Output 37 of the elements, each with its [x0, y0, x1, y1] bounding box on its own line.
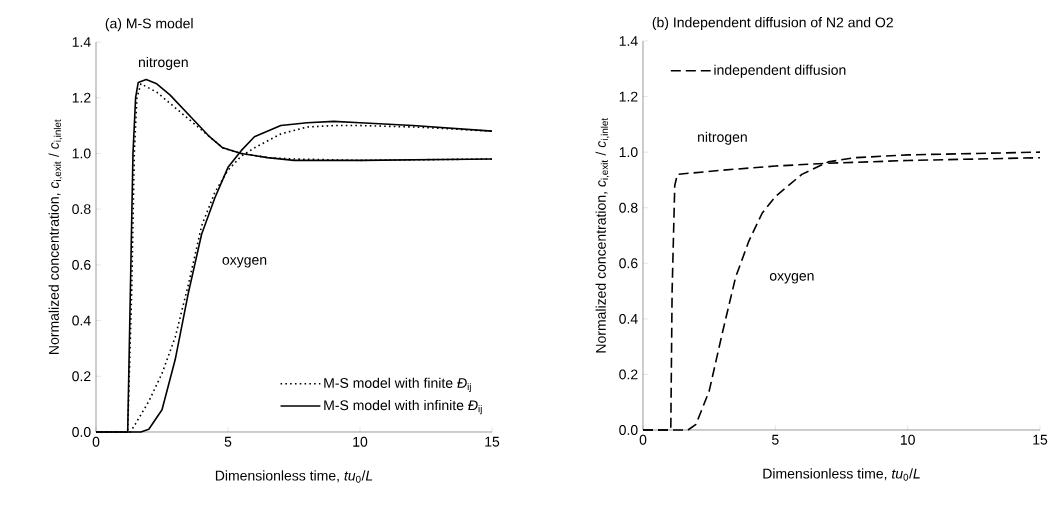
y-tick-label: 0.2 [619, 369, 638, 380]
y-tick-label: 0.2 [72, 371, 91, 382]
y-tick-label: 0.4 [619, 313, 638, 324]
y-tick-label: 1.0 [72, 148, 91, 159]
y-tick-label: 0.8 [72, 204, 91, 215]
x-tick-label: 15 [485, 436, 500, 447]
y-tick-label: 1.2 [619, 91, 638, 102]
legend-label: M-S model with finite Đ$_{ij}$ [324, 377, 471, 393]
annotation: nitrogen [138, 56, 188, 70]
x-tick-label: 5 [224, 436, 232, 447]
chart-title: (a) M-S model [105, 18, 193, 32]
y-tick-label: 1.4 [619, 36, 638, 46]
y-axis-title: Normalized concentration, c$_{i,exit}$ / c$_{i,inlet}$ [48, 119, 63, 354]
y-axis-title: Normalized concentration, c$_{i,exit}$ / c$_{i,inlet}$ [595, 117, 610, 353]
x-tick-label: 0 [639, 434, 647, 445]
y-tick-label: 0.8 [619, 202, 638, 213]
y-tick-label: 0.6 [619, 258, 638, 269]
legend-label: M-S model with infinite Đ$_{ij}$ [324, 399, 482, 415]
x-tick-label: 10 [900, 434, 915, 445]
legend-label: independent diffusion [714, 64, 846, 78]
x-tick-label: 5 [772, 434, 779, 445]
annotation: oxygen [769, 273, 814, 284]
y-tick-label: 1.2 [72, 92, 91, 103]
y-tick-label: 0.0 [619, 425, 638, 435]
x-axis-title: Dimensionless time, tu$_{0}$/L [763, 468, 920, 481]
y-tick-label: 0.4 [72, 315, 91, 326]
y-tick-label: 1.4 [72, 37, 91, 47]
x-tick-label: 10 [353, 436, 368, 447]
annotation: oxygen [222, 257, 267, 268]
x-tick-label: 15 [1033, 434, 1048, 445]
y-tick-label: 0.0 [72, 427, 91, 437]
y-tick-label: 1.0 [619, 147, 638, 158]
chart-title: (b) Independent diffusion of N2 and O2 [652, 17, 893, 31]
x-tick-label: 0 [92, 436, 100, 447]
annotation: nitrogen [698, 131, 747, 145]
x-axis-title: Dimensionless time, tu$_{0}$/L [215, 470, 373, 483]
y-tick-label: 0.6 [72, 259, 91, 270]
